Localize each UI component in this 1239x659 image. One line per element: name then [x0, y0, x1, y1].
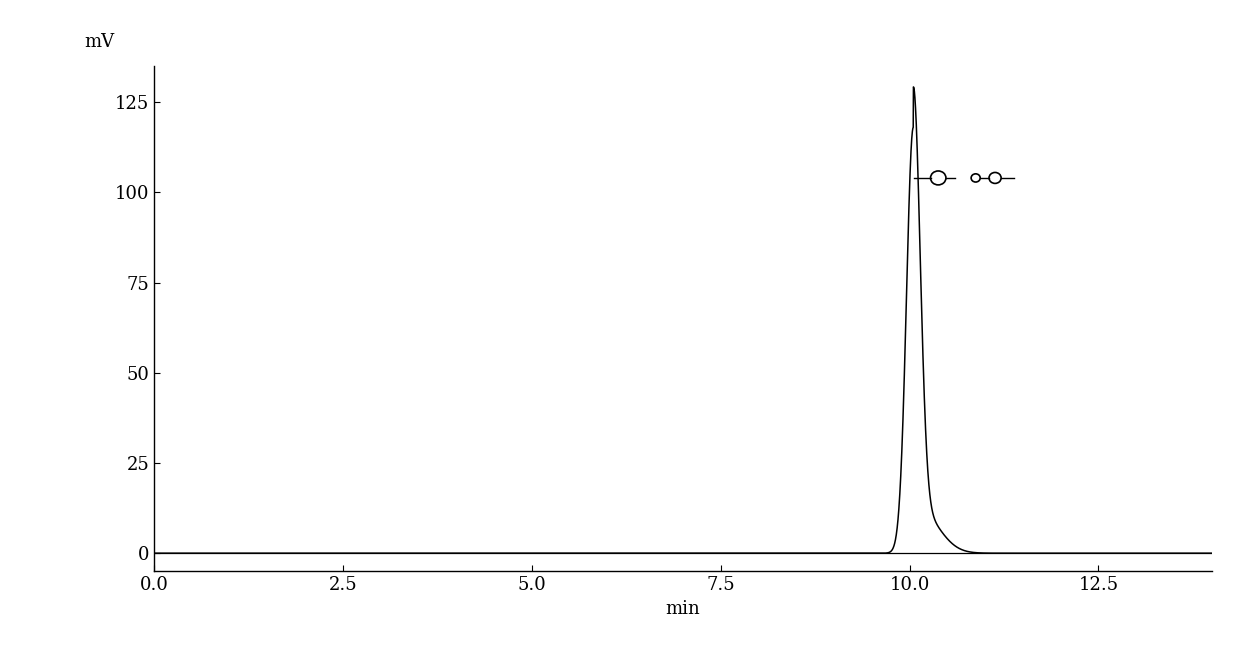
X-axis label: min: min [665, 600, 700, 617]
Y-axis label: mV: mV [84, 33, 114, 51]
